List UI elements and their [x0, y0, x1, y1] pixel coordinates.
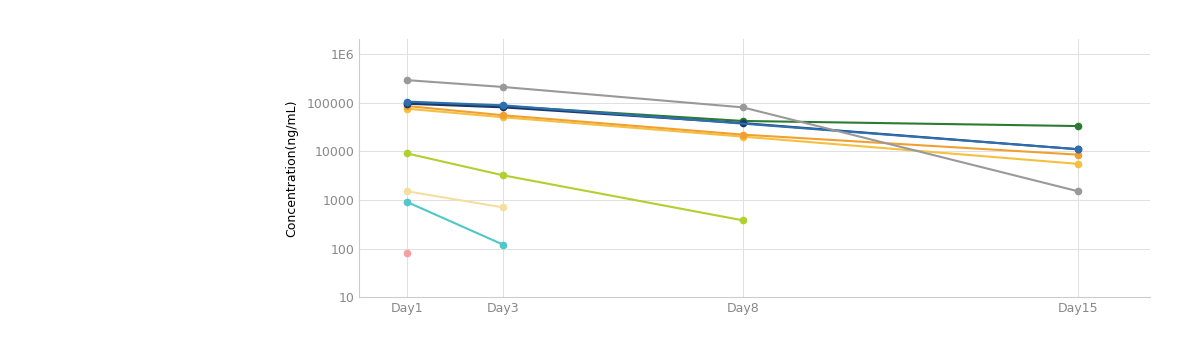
5 mg/kg (N=16): [400, 102, 415, 106]
2 mg (N=1): [496, 242, 510, 247]
5 mg/kg (N=16): [736, 121, 750, 125]
Line: 1 mg/kg (N=6): 1 mg/kg (N=6): [404, 100, 1082, 129]
0.3 mg/kg (N=3): [736, 218, 750, 222]
10 mg/kg (N=3): [400, 78, 415, 82]
2 mg/kg (N=3): [496, 115, 510, 120]
5 mg/kg (N=16): [1071, 147, 1085, 151]
0.3 mg/kg (N=3): [496, 173, 510, 178]
10 mg/kg (N=3): [1071, 189, 1085, 193]
1 mg/kg (N=6): [400, 101, 415, 105]
2 mg/kg (N=3): [400, 107, 415, 111]
7 mg (N=1): [400, 189, 415, 193]
Line: 10 mg/kg (N=3): 10 mg/kg (N=3): [404, 77, 1082, 194]
3 mg/kg (N=15): [400, 104, 415, 108]
1 mg/kg (N=6): [736, 119, 750, 123]
Line: 2 mg (N=1): 2 mg (N=1): [404, 199, 507, 248]
2 mg (N=1): [400, 200, 415, 204]
0.3 mg/kg (N=3): [400, 151, 415, 156]
10 mg/kg (N=3): [496, 85, 510, 89]
Line: 3 mg/kg (N=15): 3 mg/kg (N=15): [404, 103, 1082, 158]
Line: 7 mg (N=1): 7 mg (N=1): [404, 188, 507, 211]
7 mg/kg (N=2): [496, 103, 510, 107]
10 mg/kg (N=3): [736, 105, 750, 110]
Line: 2 mg/kg (N=3): 2 mg/kg (N=3): [404, 106, 1082, 167]
3 mg/kg (N=15): [1071, 153, 1085, 157]
3 mg/kg (N=15): [496, 113, 510, 117]
2 mg/kg (N=3): [1071, 162, 1085, 166]
7 mg/kg (N=2): [1071, 147, 1085, 151]
1 mg/kg (N=6): [496, 104, 510, 108]
2 mg/kg (N=3): [736, 135, 750, 139]
1 mg/kg (N=6): [1071, 124, 1085, 128]
Line: 7 mg/kg (N=2): 7 mg/kg (N=2): [404, 98, 1082, 153]
3 mg/kg (N=15): [736, 132, 750, 137]
Y-axis label: Concentration(ng/mL): Concentration(ng/mL): [285, 100, 298, 237]
Line: 0.3 mg/kg (N=3): 0.3 mg/kg (N=3): [404, 150, 746, 223]
7 mg (N=1): [496, 205, 510, 209]
Line: 5 mg/kg (N=16): 5 mg/kg (N=16): [404, 101, 1082, 153]
5 mg/kg (N=16): [496, 105, 510, 110]
7 mg/kg (N=2): [400, 100, 415, 104]
